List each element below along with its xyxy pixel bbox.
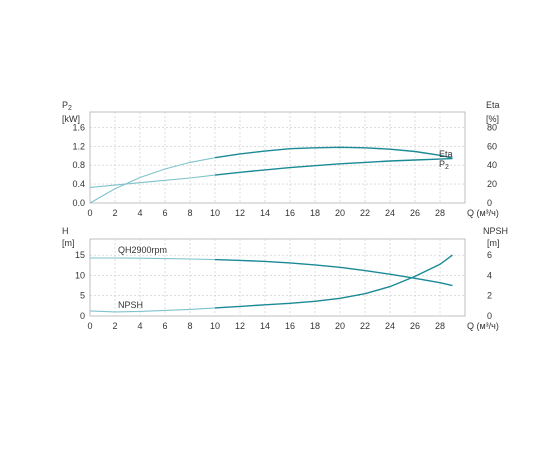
panel-1-y-right-tick-label: 0 (487, 198, 492, 208)
panel-2-y-right-tick-label: 4 (487, 270, 492, 280)
panel-1-series-p2-line (214, 157, 453, 176)
panel-1-x-axis-label: Q (м³/ч) (467, 208, 499, 218)
panel-2-x-tick-label: 4 (137, 321, 142, 331)
panel-1-y-left-title: P2 (62, 100, 72, 112)
panel-1-y-right-tick-label: 40 (487, 160, 497, 170)
panel-2-y-left-tick-label: 5 (80, 291, 85, 301)
panel-1-y-right-tick-label: 80 (487, 122, 497, 132)
panel-2-x-axis-label: Q (м³/ч) (467, 321, 499, 331)
panel-1-y-left-tick-label: 1.2 (72, 141, 85, 151)
panel-2-x-tick-label: 28 (435, 321, 445, 331)
panel-2-y-left-tick-label: 0 (80, 311, 85, 321)
panel-2-y-left-tick-label: 15 (75, 250, 85, 260)
panel-1-y-right-tick-label: 20 (487, 179, 497, 189)
panel-1-x-tick-label: 0 (87, 208, 92, 218)
panel-2-x-tick-label: 26 (410, 321, 420, 331)
panel-2-x-tick-label: 6 (162, 321, 167, 331)
panel-2-series-npsh-low-flow (89, 307, 216, 313)
panel-2-x-tick-label: 8 (187, 321, 192, 331)
panel-1-x-tick-label: 2 (112, 208, 117, 218)
panel-1-series-label-eta: Eta (439, 149, 453, 159)
panel-2-x-tick-label: 12 (235, 321, 245, 331)
panel-1-x-tick-label: 12 (235, 208, 245, 218)
panel-2-x-tick-label: 24 (385, 321, 395, 331)
panel-1-y-right-title: Eta (486, 100, 500, 110)
panel-1-x-tick-label: 16 (285, 208, 295, 218)
panel-1-x-tick-label: 14 (260, 208, 270, 218)
panel-1-frame (89, 111, 466, 204)
panel-1-series-eta-low-flow (89, 157, 216, 204)
panel-2-x-tick-label: 22 (360, 321, 370, 331)
panel-1-x-tick-label: 18 (310, 208, 320, 218)
panel-2-series-qh2900rpm-line (214, 258, 453, 287)
panel-2-y-right-unit: [m] (487, 238, 500, 248)
panel-1-x-tick-label: 6 (162, 208, 167, 218)
panel-1-y-right-unit: [%] (486, 114, 499, 124)
panel-1-series-p2-low-flow (89, 174, 216, 188)
panel-2-frame (89, 238, 466, 317)
panel-1-x-tick-label: 22 (360, 208, 370, 218)
panel-1-x-tick-label: 20 (335, 208, 345, 218)
panel-1-x-tick-label: 8 (187, 208, 192, 218)
panel-2-series-npsh-line (214, 254, 453, 309)
panel-2-x-tick-label: 10 (210, 321, 220, 331)
panel-2-x-tick-label: 0 (87, 321, 92, 331)
panel-2-y-left-tick-label: 10 (75, 270, 85, 280)
panel-2-x-tick-label: 16 (285, 321, 295, 331)
panel-1-y-left-unit: [kW] (62, 114, 80, 124)
panel-2-series-label-npsh: NPSH (118, 300, 143, 310)
panel-1-y-left-tick-label: 0.8 (72, 160, 85, 170)
panel-2-y-left-title: H (62, 226, 69, 236)
panel-2-series-qh2900rpm-low-flow (90, 257, 216, 261)
panel-2-y-right-title: NPSH (483, 226, 508, 236)
panel-2-y-left-unit: [m] (62, 238, 75, 248)
panel-1-y-left-tick-label: 0.0 (72, 198, 85, 208)
panel-1-x-tick-label: 4 (137, 208, 142, 218)
panel-2-y-right-tick-label: 2 (487, 291, 492, 301)
panel-2-x-tick-label: 18 (310, 321, 320, 331)
panel-1-x-tick-label: 10 (210, 208, 220, 218)
panel-1-x-tick-label: 28 (435, 208, 445, 218)
panel-2-y-right-tick-label: 6 (487, 250, 492, 260)
panel-2-x-tick-label: 14 (260, 321, 270, 331)
panel-2-series-label-qh: QH2900rpm (118, 245, 167, 255)
panel-1-y-left-tick-label: 1.6 (72, 122, 85, 132)
panel-2-y-right-tick-label: 0 (487, 311, 492, 321)
panel-1-x-tick-label: 26 (410, 208, 420, 218)
panel-1-series-eta-line (214, 146, 453, 159)
panel-2-x-tick-label: 2 (112, 321, 117, 331)
panel-1-series-label-p2: P2 (439, 159, 449, 171)
panel-1-y-left-tick-label: 0.4 (72, 179, 85, 189)
panel-2-x-tick-label: 20 (335, 321, 345, 331)
panel-1-x-tick-label: 24 (385, 208, 395, 218)
panel-1-y-right-tick-label: 60 (487, 141, 497, 151)
